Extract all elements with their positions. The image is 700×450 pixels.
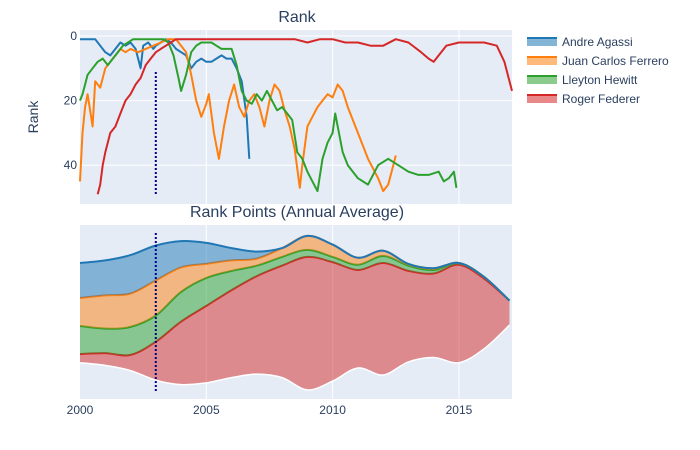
points-stacked-areas — [79, 234, 511, 391]
legend-label: Lleyton Hewitt — [562, 73, 638, 87]
points-area-juan-carlos-ferrero — [80, 235, 510, 329]
rank-line-roger-federer — [96, 38, 513, 195]
points-area-lleyton-hewitt — [80, 249, 510, 356]
legend-item-andre-agassi[interactable]: Andre Agassi — [527, 35, 633, 49]
legend-item-lleyton-hewitt[interactable]: Lleyton Hewitt — [527, 73, 638, 87]
points-x-tick-label: 2015 — [446, 403, 473, 417]
points-area-andre-agassi — [80, 235, 510, 301]
points-x-tick-label: 2005 — [193, 403, 220, 417]
points-x-tick-label: 2010 — [319, 403, 346, 417]
legend-item-juan-carlos-ferrero[interactable]: Juan Carlos Ferrero — [527, 54, 669, 68]
rank-series-lines — [79, 38, 513, 195]
rank-y-tick-labels: 0 20 40 — [64, 29, 78, 172]
legend: Andre Agassi Juan Carlos Ferrero Lleyton H… — [527, 35, 669, 106]
rank-y-axis-label: Rank — [25, 100, 41, 134]
points-area-roger-federer — [80, 256, 510, 390]
rank-y-tick-label: 20 — [64, 94, 78, 108]
rank-plot-background — [80, 30, 512, 204]
rank-chart-title: Rank — [278, 9, 316, 26]
points-x-tick-label: 2000 — [67, 403, 94, 417]
legend-label: Andre Agassi — [562, 35, 633, 49]
points-edge-andre-agassi — [79, 234, 511, 302]
legend-label: Juan Carlos Ferrero — [562, 54, 669, 68]
legend-swatch — [527, 76, 557, 84]
legend-label: Roger Federer — [562, 92, 640, 106]
rank-y-tick-label: 0 — [70, 29, 77, 43]
rank-y-tick-label: 40 — [64, 158, 78, 172]
points-chart-title: Rank Points (Annual Average) — [190, 204, 404, 221]
points-baseline — [79, 324, 511, 391]
rank-line-lleyton-hewitt — [79, 38, 458, 193]
legend-item-roger-federer[interactable]: Roger Federer — [527, 92, 640, 106]
legend-swatch — [527, 38, 557, 46]
points-x-tick-labels: 2000 2005 2010 2015 — [67, 403, 473, 417]
legend-swatch — [527, 95, 557, 103]
legend-swatch — [527, 57, 557, 65]
